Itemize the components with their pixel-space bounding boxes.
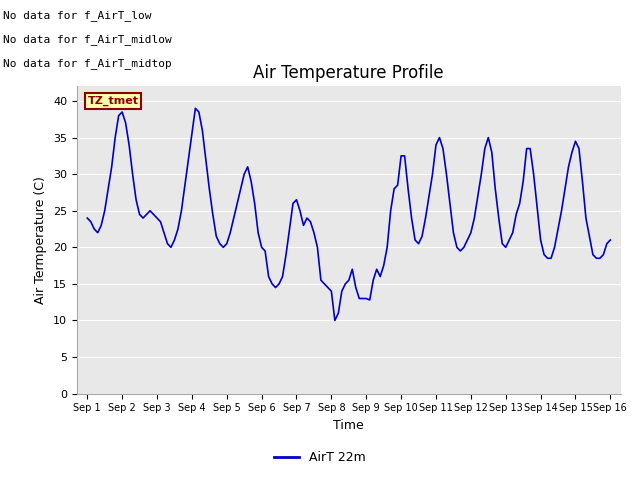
Text: No data for f_AirT_midlow: No data for f_AirT_midlow	[3, 34, 172, 45]
X-axis label: Time: Time	[333, 419, 364, 432]
Legend: AirT 22m: AirT 22m	[269, 446, 371, 469]
Title: Air Temperature Profile: Air Temperature Profile	[253, 64, 444, 82]
Text: No data for f_AirT_low: No data for f_AirT_low	[3, 10, 152, 21]
Text: TZ_tmet: TZ_tmet	[88, 96, 139, 106]
Text: No data for f_AirT_midtop: No data for f_AirT_midtop	[3, 58, 172, 69]
Y-axis label: Air Termperature (C): Air Termperature (C)	[35, 176, 47, 304]
